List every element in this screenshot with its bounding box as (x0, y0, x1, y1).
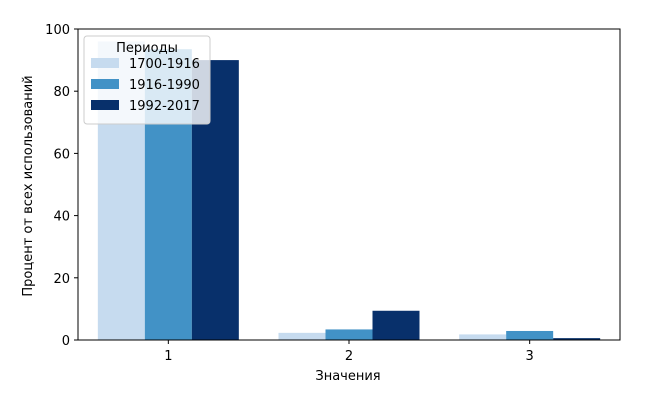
x-tick-label-3: 3 (526, 349, 534, 364)
bar-1916-1990-cat-2 (325, 329, 373, 340)
legend-label-1700-1916: 1700-1916 (129, 57, 200, 72)
legend-swatch-1916-1990 (91, 79, 119, 89)
y-tick-label-0: 0 (62, 334, 70, 349)
y-tick-label-60: 60 (53, 147, 70, 162)
bar-1992-2017-cat-2 (372, 310, 420, 340)
y-tick-label-80: 80 (53, 85, 70, 100)
y-tick-label-20: 20 (53, 272, 70, 287)
legend-title: Периоды (116, 41, 178, 56)
x-axis-label: Значения (315, 369, 380, 384)
legend-items: 1700-1916 1916-1990 1992-2017 (91, 57, 200, 114)
legend-swatch-1992-2017 (91, 100, 119, 110)
bar-1916-1990-cat-3 (506, 330, 554, 340)
x-tick-label-2: 2 (345, 349, 353, 364)
plot-frame (77, 28, 621, 341)
bar-1700-1916-cat-3 (459, 334, 507, 340)
legend-swatch-1700-1916 (91, 58, 119, 68)
axes-layer: 1 2 3 0 20 40 60 80 100 (45, 23, 621, 364)
y-axis-label: Процент от всех использований (21, 75, 36, 296)
bar-1700-1916-cat-2 (278, 332, 326, 340)
legend-label-1916-1990: 1916-1990 (129, 78, 200, 93)
bar-1992-2017-cat-3 (553, 338, 601, 340)
x-tick-label-1: 1 (164, 349, 172, 364)
legend-label-1992-2017: 1992-2017 (129, 99, 200, 114)
legend: Периоды 1700-1916 1916-1990 1992-2017 (83, 35, 211, 125)
y-tick-label-40: 40 (53, 210, 70, 225)
y-tick-label-100: 100 (45, 23, 70, 38)
